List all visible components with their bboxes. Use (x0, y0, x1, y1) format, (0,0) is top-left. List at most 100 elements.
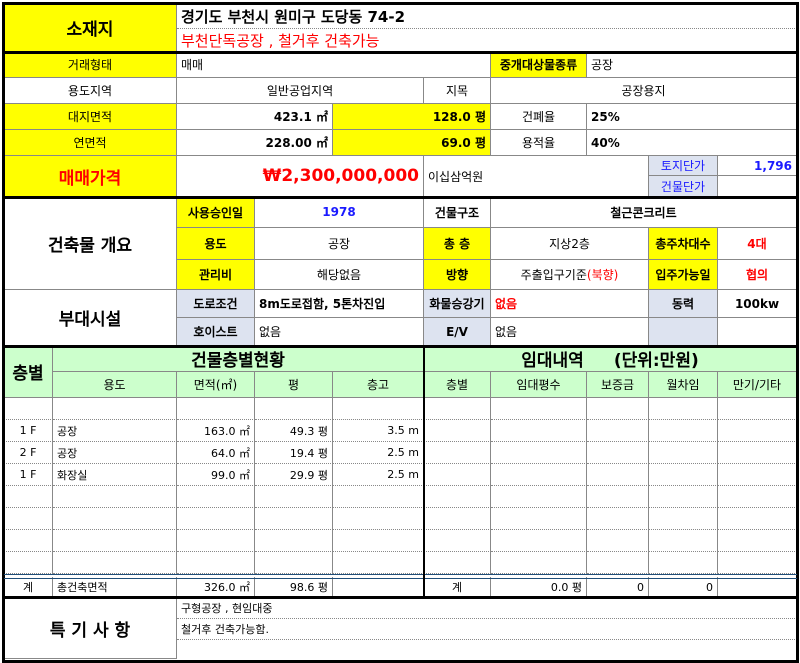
building-overview-label[interactable]: 건축물 개요 (4, 197, 177, 290)
management-fee-label[interactable]: 관리비 (177, 260, 255, 290)
row-height[interactable]: 2.5 m (333, 464, 424, 486)
building-col-header[interactable]: 용도 (53, 372, 177, 398)
coverage-value[interactable]: 25% (587, 104, 797, 130)
lease-cell[interactable] (587, 486, 649, 508)
lease-cell[interactable] (424, 486, 491, 508)
lease-cell[interactable] (718, 552, 797, 574)
floor-area-sqm[interactable]: 228.00 ㎡ (177, 130, 333, 156)
empty-value-cell[interactable] (718, 318, 797, 346)
row-use[interactable] (53, 552, 177, 574)
row-area[interactable] (177, 552, 255, 574)
lease-cell[interactable] (587, 508, 649, 530)
far-label[interactable]: 용적율 (491, 130, 587, 156)
lease-cell[interactable] (491, 420, 587, 442)
lease-cell[interactable] (649, 486, 718, 508)
lease-cell[interactable] (649, 552, 718, 574)
approval-date-label[interactable]: 사용승인일 (177, 197, 255, 228)
row-area[interactable] (177, 398, 255, 420)
row-floor[interactable]: 1 F (4, 464, 53, 486)
row-area[interactable] (177, 530, 255, 552)
total-label[interactable]: 계 (4, 577, 53, 598)
lease-cell[interactable] (718, 464, 797, 486)
zoning-label[interactable]: 용도지역 (4, 78, 177, 104)
lease-col-header[interactable]: 보증금 (587, 372, 649, 398)
building-col-header[interactable]: 층고 (333, 372, 424, 398)
freight-elevator-label[interactable]: 화물승강기 (424, 290, 491, 318)
row-height[interactable] (333, 486, 424, 508)
lease-cell[interactable] (491, 486, 587, 508)
row-pyeong[interactable] (255, 508, 333, 530)
total-height[interactable] (333, 577, 424, 598)
property-type-label[interactable]: 중개대상물종류 (491, 52, 587, 78)
row-use[interactable] (53, 508, 177, 530)
row-height[interactable] (333, 530, 424, 552)
far-value[interactable]: 40% (587, 130, 797, 156)
building-unit-price-value[interactable] (718, 176, 797, 197)
power-label[interactable]: 동력 (649, 290, 718, 318)
lease-cell[interactable] (491, 552, 587, 574)
row-height[interactable] (333, 552, 424, 574)
empty-label-cell[interactable] (649, 318, 718, 346)
lease-cell[interactable] (718, 398, 797, 420)
building-use-value[interactable]: 공장 (255, 228, 424, 260)
row-floor[interactable]: 2 F (4, 442, 53, 464)
row-use[interactable]: 공장 (53, 420, 177, 442)
price-korean[interactable]: 이십삼억원 (424, 156, 649, 197)
building-use-label[interactable]: 용도 (177, 228, 255, 260)
lease-cell[interactable] (491, 530, 587, 552)
total-floors-value[interactable]: 지상2층 (491, 228, 649, 260)
structure-label[interactable]: 건물구조 (424, 197, 491, 228)
land-area-label[interactable]: 대지면적 (4, 104, 177, 130)
lease-cell[interactable] (649, 530, 718, 552)
remarks-label[interactable]: 특 기 사 항 (4, 598, 177, 659)
row-height[interactable]: 2.5 m (333, 442, 424, 464)
elevator-label[interactable]: E/V (424, 318, 491, 346)
lease-col-header[interactable]: 월차임 (649, 372, 718, 398)
direction-label[interactable]: 방향 (424, 260, 491, 290)
zoning-value[interactable]: 일반공업지역 (177, 78, 424, 104)
land-category-label[interactable]: 지목 (424, 78, 491, 104)
row-pyeong[interactable]: 19.4 평 (255, 442, 333, 464)
lease-cell[interactable] (587, 420, 649, 442)
row-pyeong[interactable] (255, 486, 333, 508)
floor-area-label[interactable]: 연면적 (4, 130, 177, 156)
road-value[interactable]: 8m도로접함, 5톤차진입 (255, 290, 424, 318)
row-area[interactable] (177, 508, 255, 530)
property-type-value[interactable]: 공장 (587, 52, 797, 78)
row-pyeong[interactable] (255, 552, 333, 574)
lease-cell[interactable] (424, 420, 491, 442)
row-use[interactable]: 공장 (53, 442, 177, 464)
price-label[interactable]: 매매가격 (4, 156, 177, 197)
address-value[interactable]: 경기도 부천시 원미구 도당동 74-2 (177, 4, 797, 29)
row-floor[interactable] (4, 552, 53, 574)
lease-total-rent[interactable]: 0 (649, 577, 718, 598)
floor-area-pyeong[interactable]: 69.0 평 (333, 130, 491, 156)
facilities-label[interactable]: 부대시설 (4, 290, 177, 346)
coverage-label[interactable]: 건폐율 (491, 104, 587, 130)
land-unit-price-label[interactable]: 토지단가 (649, 156, 718, 176)
location-label[interactable]: 소재지 (4, 4, 177, 52)
row-use[interactable] (53, 398, 177, 420)
lease-cell[interactable] (491, 508, 587, 530)
row-floor[interactable]: 1 F (4, 420, 53, 442)
row-pyeong[interactable]: 29.9 평 (255, 464, 333, 486)
lease-cell[interactable] (649, 420, 718, 442)
lease-cell[interactable] (587, 442, 649, 464)
lease-cell[interactable] (649, 398, 718, 420)
parking-label[interactable]: 총주차대수 (649, 228, 718, 260)
hoist-value[interactable]: 없음 (255, 318, 424, 346)
floor-header[interactable]: 층별 (4, 346, 53, 398)
lease-total-label[interactable]: 계 (424, 577, 491, 598)
lease-col-header[interactable]: 만기/기타 (718, 372, 797, 398)
deal-type-label[interactable]: 거래형태 (4, 52, 177, 78)
row-height[interactable]: 3.5 m (333, 420, 424, 442)
lease-col-header[interactable]: 층별 (424, 372, 491, 398)
lease-cell[interactable] (649, 508, 718, 530)
lease-col-header[interactable]: 임대평수 (491, 372, 587, 398)
row-pyeong[interactable] (255, 530, 333, 552)
row-area[interactable]: 99.0 ㎡ (177, 464, 255, 486)
price-value[interactable]: ₩2,300,000,000 (177, 156, 424, 197)
land-category-value[interactable]: 공장용지 (491, 78, 797, 104)
row-floor[interactable] (4, 398, 53, 420)
row-height[interactable] (333, 398, 424, 420)
